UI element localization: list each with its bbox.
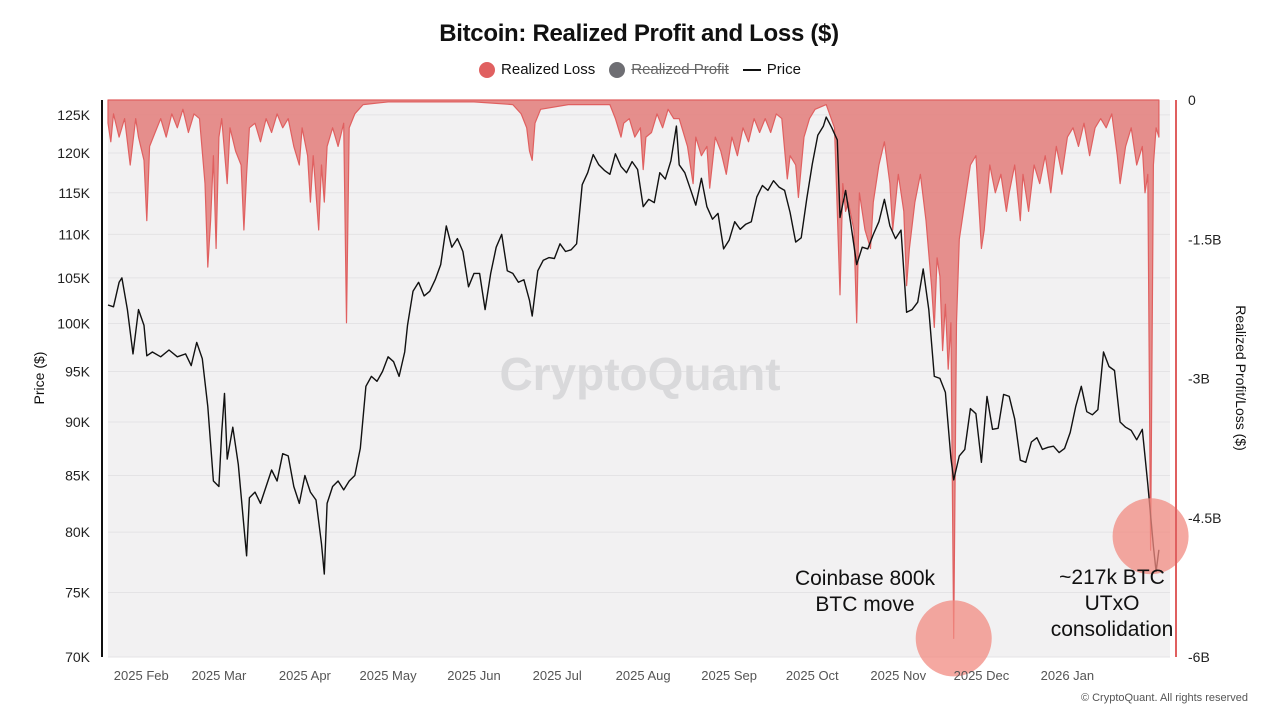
left-tick-label: 70K (65, 649, 91, 665)
x-tick-label: 2025 Apr (279, 668, 332, 683)
x-tick-label: 2025 Aug (616, 668, 671, 683)
left-tick-label: 80K (65, 524, 91, 540)
x-tick-label: 2025 Oct (786, 668, 839, 683)
left-tick-label: 100K (57, 315, 90, 331)
x-tick-label: 2026 Jan (1041, 668, 1095, 683)
x-axis-ticks: 2025 Feb 2025 Mar 2025 Apr 2025 May 2025 Jun… (114, 668, 1094, 683)
annotation-text: consolidation (1051, 618, 1174, 641)
legend-item-price[interactable]: Price (742, 61, 801, 78)
annotation-text: ~217k BTC (1059, 566, 1165, 589)
left-tick-label: 95K (65, 363, 91, 379)
left-tick-label: 110K (58, 226, 90, 242)
x-tick-label: 2025 May (360, 668, 418, 683)
x-tick-label: 2025 Nov (870, 668, 926, 683)
annotation-highlight-circle (1112, 498, 1189, 575)
chart-legend: Realized Loss Realized Profit Price (0, 61, 1280, 78)
x-tick-label: 2025 Dec (954, 668, 1010, 683)
annotation-highlight-circle (915, 600, 992, 677)
left-tick-label: 90K (65, 414, 91, 430)
annotation-layer: Coinbase 800k BTC move ~217k BTC UTxO consol… (795, 498, 1189, 677)
right-axis-ticks: 0 -1.5B -3B -4.5B -6B (1188, 92, 1221, 665)
legend-dot-icon (479, 61, 496, 78)
price-layer (107, 116, 1160, 575)
watermark-text: CryptoQuant (499, 348, 780, 400)
right-tick-label: -6B (1188, 649, 1210, 665)
legend-dot-icon (609, 61, 626, 78)
x-tick-label: 2025 Feb (114, 668, 169, 683)
legend-label-price: Price (766, 61, 801, 78)
x-tick-label: 2025 Jun (447, 668, 501, 683)
price-line (107, 116, 1160, 575)
legend-item-realized-loss[interactable]: Realized Loss (479, 61, 595, 78)
left-tick-label: 115K (58, 185, 90, 201)
copyright-text: © CryptoQuant. All rights reserved (1080, 692, 1248, 704)
legend-label-realized-profit: Realized Profit (631, 61, 729, 78)
chart-title: Bitcoin: Realized Profit and Loss ($) (439, 20, 839, 47)
right-tick-label: 0 (1188, 92, 1196, 108)
realized-loss-area (107, 99, 1160, 639)
right-tick-label: -3B (1188, 371, 1210, 387)
left-axis-ticks: 125K 120K 115K 110K 105K 100K 95K 90K 85K 80K 75K 7… (57, 107, 90, 665)
left-tick-label: 75K (65, 584, 91, 600)
legend-item-realized-profit[interactable]: Realized Profit (609, 61, 729, 78)
x-tick-label: 2025 Mar (191, 668, 247, 683)
realized-loss-layer (107, 99, 1160, 639)
left-tick-label: 85K (65, 467, 91, 483)
legend-line-icon (742, 68, 761, 71)
x-tick-label: 2025 Sep (701, 668, 757, 683)
left-tick-label: 125K (57, 107, 90, 123)
left-tick-label: 120K (57, 145, 90, 161)
legend-label-realized-loss: Realized Loss (501, 61, 596, 78)
left-axis-label: Price ($) (31, 352, 47, 405)
annotation-text: UTxO (1085, 592, 1140, 615)
left-tick-label: 105K (57, 270, 90, 286)
annotation-text: Coinbase 800k (795, 567, 936, 590)
right-tick-label: -4.5B (1188, 510, 1221, 526)
right-axis-label: Realized Profit/Loss ($) (1233, 305, 1249, 451)
x-tick-label: 2025 Jul (533, 668, 582, 683)
right-tick-label: -1.5B (1188, 231, 1221, 247)
annotation-text: BTC move (815, 593, 914, 616)
